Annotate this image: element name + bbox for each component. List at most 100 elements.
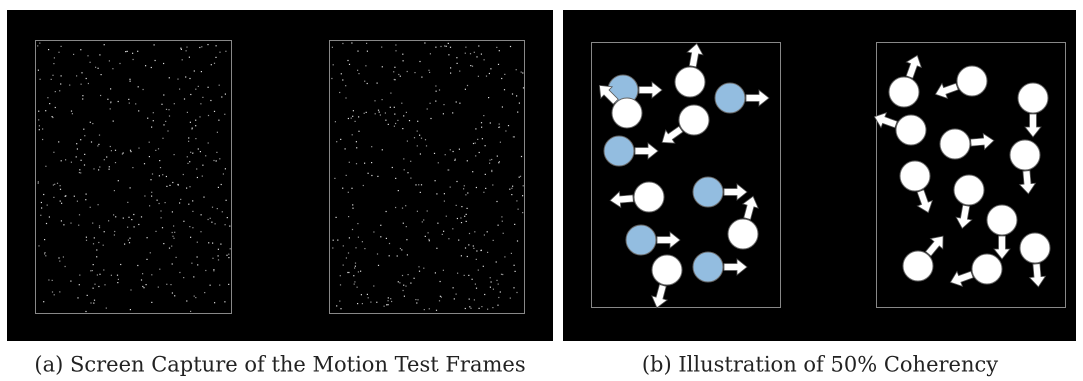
dot (200, 151, 201, 152)
dot (503, 233, 504, 234)
dot (58, 141, 59, 142)
dot (373, 231, 374, 232)
dot (109, 169, 110, 170)
dot (491, 170, 492, 171)
dot (446, 46, 447, 47)
dot (166, 284, 167, 285)
dot (55, 91, 56, 92)
dot (79, 284, 80, 285)
dot (77, 148, 78, 149)
dot (517, 112, 518, 113)
dot (146, 259, 147, 260)
dot (428, 239, 429, 240)
dot (464, 275, 465, 276)
dot (86, 237, 87, 238)
dot (439, 300, 440, 301)
dot (354, 267, 355, 268)
random-ball (1018, 83, 1048, 113)
dot (439, 89, 440, 90)
coherent-ball (715, 83, 745, 113)
dot (351, 118, 352, 119)
dot (44, 239, 45, 240)
dot (514, 224, 515, 225)
dot (345, 148, 346, 149)
dot (71, 111, 72, 112)
dot (199, 47, 200, 48)
dot (118, 101, 119, 102)
dot (348, 192, 349, 193)
dot (58, 257, 59, 258)
dot (491, 171, 492, 172)
dot (523, 87, 524, 88)
dot (37, 45, 38, 46)
dot (130, 151, 131, 152)
dot (208, 87, 209, 88)
dot (114, 231, 115, 232)
dot (177, 79, 178, 80)
dot (194, 70, 195, 71)
dot (129, 242, 130, 243)
dot (211, 222, 212, 223)
dot (403, 60, 404, 61)
dot (155, 231, 156, 232)
dot (356, 141, 357, 142)
dot (195, 297, 196, 298)
dot (84, 164, 85, 165)
dot (424, 42, 425, 43)
dot (514, 265, 515, 266)
dot (357, 70, 358, 71)
dot (472, 171, 473, 172)
dot (456, 294, 457, 295)
dot (469, 233, 470, 234)
dot (475, 143, 476, 144)
dot (485, 174, 486, 175)
dot (421, 184, 422, 185)
dot (414, 278, 415, 279)
panel-a (7, 10, 553, 341)
dot (397, 120, 398, 121)
dot (362, 241, 363, 242)
dot (161, 217, 162, 218)
dot (498, 64, 499, 65)
dot (153, 112, 154, 113)
dot (193, 276, 194, 277)
dot (59, 291, 60, 292)
dot (210, 100, 211, 101)
dot (96, 256, 97, 257)
dot (208, 219, 209, 220)
dot (163, 243, 164, 244)
dot (42, 139, 43, 140)
dot (367, 51, 368, 52)
dot (416, 302, 417, 303)
dot (184, 98, 185, 99)
dot (357, 303, 358, 304)
dot (498, 225, 499, 226)
caption: (a) Screen Capture of the Motion Test Fr… (34, 353, 525, 377)
dot (190, 311, 191, 312)
random-ball (634, 182, 664, 212)
dot (511, 253, 512, 254)
dot (436, 91, 437, 92)
caption: (b) Illustration of 50% Coherency (642, 353, 998, 377)
dot (358, 73, 359, 74)
dot (91, 141, 92, 142)
dot (113, 214, 114, 215)
dot (388, 124, 389, 125)
dot (470, 53, 471, 54)
dot (106, 308, 107, 309)
dot (364, 81, 365, 82)
dot (488, 97, 489, 98)
dot (45, 255, 46, 256)
dot (357, 223, 358, 224)
dot (49, 216, 50, 217)
dot (127, 202, 128, 203)
dot (496, 280, 497, 281)
dot (352, 204, 353, 205)
dot (419, 135, 420, 136)
dot (179, 202, 180, 203)
dot (382, 66, 383, 67)
dot (450, 187, 451, 188)
dot (90, 207, 91, 208)
dot (219, 285, 220, 286)
dot (86, 194, 87, 195)
